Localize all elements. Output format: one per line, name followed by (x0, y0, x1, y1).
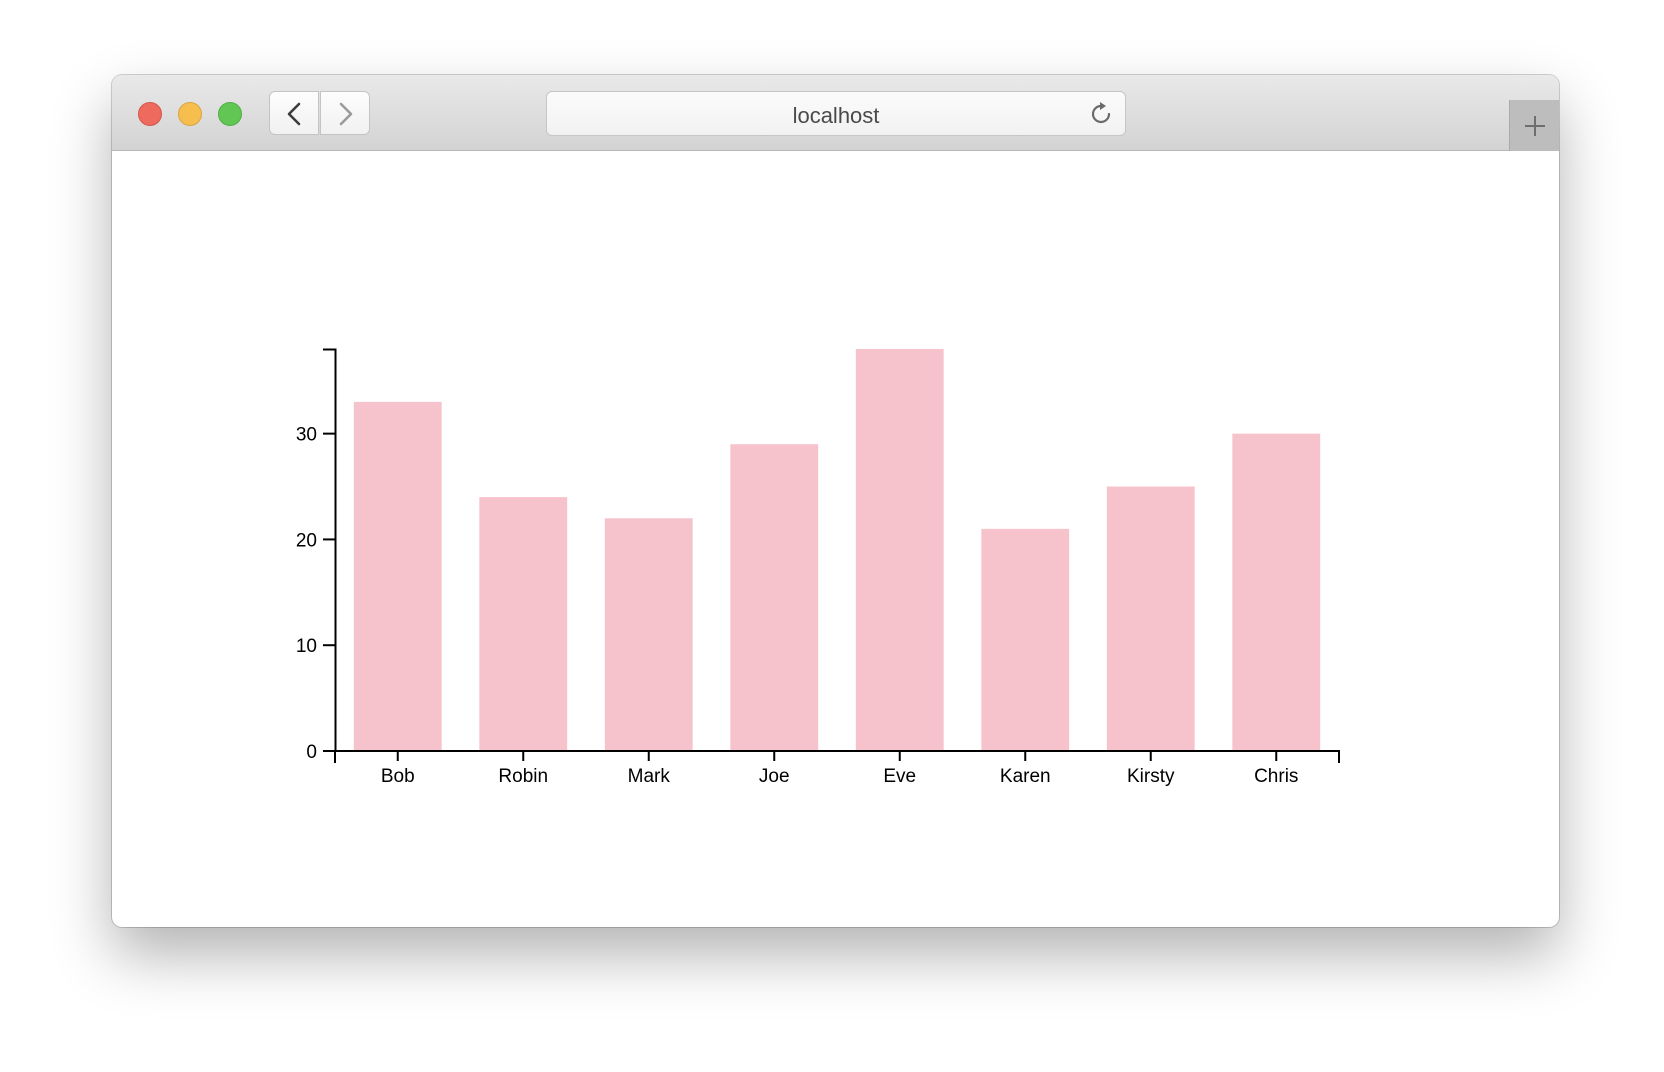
x-tick-label-kirsty: Kirsty (1127, 766, 1175, 787)
bar-robin (479, 497, 568, 751)
x-tick-label-bob: Bob (381, 766, 415, 787)
bar-kirsty (1106, 486, 1195, 751)
x-tick-label-karen: Karen (1000, 766, 1051, 787)
y-tick-label-30: 30 (296, 425, 317, 446)
address-bar-url: localhost (792, 103, 880, 128)
chevron-right-icon (339, 102, 353, 126)
browser-window: localhost 0 10 20 30 Bob Robin Mark Joe Eve Karen… (112, 75, 1559, 927)
bar-joe (730, 444, 819, 751)
forward-button[interactable] (320, 91, 370, 135)
new-tab-button[interactable] (1509, 100, 1559, 151)
x-tick-label-robin: Robin (498, 766, 548, 787)
x-axis-line (334, 750, 1340, 763)
y-tick-label-10: 10 (296, 636, 317, 657)
reload-icon[interactable] (1087, 100, 1115, 128)
close-window-icon[interactable] (138, 102, 162, 126)
bar-chart: 0 10 20 30 Bob Robin Mark Joe Eve Karen Kirsty Chri… (296, 348, 1340, 787)
bar-mark (604, 518, 693, 751)
address-bar[interactable]: localhost (546, 91, 1126, 136)
y-tick-label-20: 20 (296, 530, 317, 551)
back-button[interactable] (269, 91, 319, 135)
bar-chris (1232, 433, 1321, 751)
plus-icon (1525, 116, 1545, 136)
x-tick-label-chris: Chris (1254, 766, 1298, 787)
bar-eve (855, 349, 944, 751)
x-tick-label-mark: Mark (628, 766, 671, 787)
browser-titlebar: localhost (112, 75, 1559, 151)
maximize-window-icon[interactable] (218, 102, 242, 126)
bar-karen (981, 528, 1070, 751)
chevron-left-icon (287, 102, 301, 126)
y-tick-label-0: 0 (306, 742, 317, 763)
y-axis-line (323, 348, 337, 751)
x-tick-label-joe: Joe (759, 766, 790, 787)
minimize-window-icon[interactable] (178, 102, 202, 126)
x-tick-label-eve: Eve (883, 766, 916, 787)
bar-bob (353, 401, 442, 751)
